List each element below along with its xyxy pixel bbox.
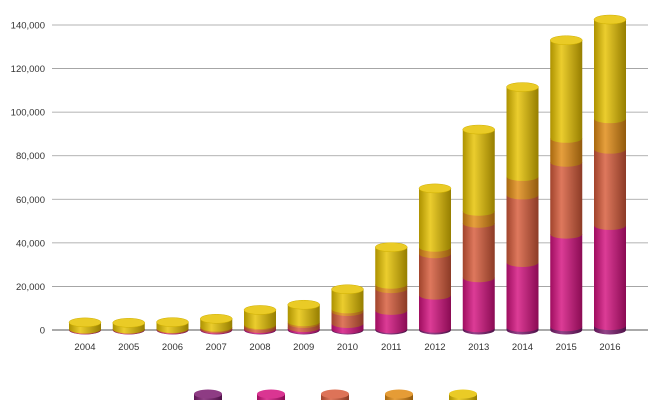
bar-top-cap [331,284,364,295]
bar-top-cap [156,317,189,327]
bar-segment [550,234,583,332]
y-tick-label: 60,000 [16,195,45,206]
bar-segment [462,277,495,333]
bar-segment [462,223,495,283]
bar-segment [506,194,539,267]
bar-top-cap [243,305,277,315]
x-tick-label: 2006 [162,342,183,353]
bar-segment [506,262,539,332]
legend-swatch-cap [321,389,349,399]
x-tick-label: 2007 [206,342,227,353]
x-tick-label: 2014 [512,342,533,353]
bar-segment [550,138,583,167]
bar-segment [462,211,495,228]
bar-segment [419,188,451,252]
bar-segment [331,289,364,314]
y-tick-label: 120,000 [11,64,45,75]
legend-swatch-cap [385,389,413,399]
bar-top-cap [200,314,233,324]
x-tick-label: 2011 [381,342,401,353]
y-tick-label: 80,000 [16,151,45,162]
bar-segment [594,225,626,331]
bar-top-cap [550,35,583,45]
x-tick-label: 2010 [337,342,358,353]
bar-segment [331,311,364,328]
bar-segment [462,129,495,216]
bar-top-cap [462,124,495,135]
bar-segment [550,162,583,239]
x-tick-label: 2004 [74,342,95,353]
y-tick-label: 100,000 [11,108,45,119]
bars [68,14,627,335]
bar-segment [244,309,276,330]
y-tick-label: 0 [40,326,45,337]
legend-swatch-cap [449,389,477,399]
bar-top-cap [593,14,627,25]
x-tick-label: 2009 [293,342,314,353]
y-tick-label: 40,000 [16,238,45,249]
gridlines [52,24,648,331]
bar-top-cap [375,242,408,252]
x-tick-label: 2013 [468,342,489,353]
y-tick-label: 20,000 [16,282,45,293]
x-tick-label: 2015 [556,342,577,353]
bar-top-cap [287,299,320,310]
x-tick-label: 2012 [424,342,445,353]
bar-segment [594,149,626,230]
legend-swatch-cap [194,389,222,399]
bar-segment [375,288,408,315]
x-tick-label: 2016 [599,342,620,353]
bar-top-cap [506,82,539,92]
bar-top-cap [418,183,452,194]
bar-segment [375,310,408,334]
x-tick-label: 2008 [249,342,270,353]
y-tick-label: 140,000 [11,21,45,32]
x-axis-tick-labels: 2004 2005 2006 2007 2008 2009 2010 2011 2012 2013… [74,342,620,353]
bar-segment [287,304,320,327]
bar-segment [594,118,626,154]
bar-segment [506,87,539,181]
y-axis-tick-labels: 0 20,000 40,000 60,000 80,000 100,000 120,000 1… [11,21,45,337]
bar-top-cap [68,317,102,328]
bar-segment [506,176,539,200]
legend [194,389,477,400]
bar-segment [419,295,451,333]
x-tick-label: 2005 [118,342,139,353]
bar-segment [594,19,626,124]
bar-top-cap [112,318,145,328]
bar-segment [375,247,408,289]
bar-segment [550,40,583,143]
legend-swatch-cap [257,389,285,399]
bar-segment [419,253,451,300]
